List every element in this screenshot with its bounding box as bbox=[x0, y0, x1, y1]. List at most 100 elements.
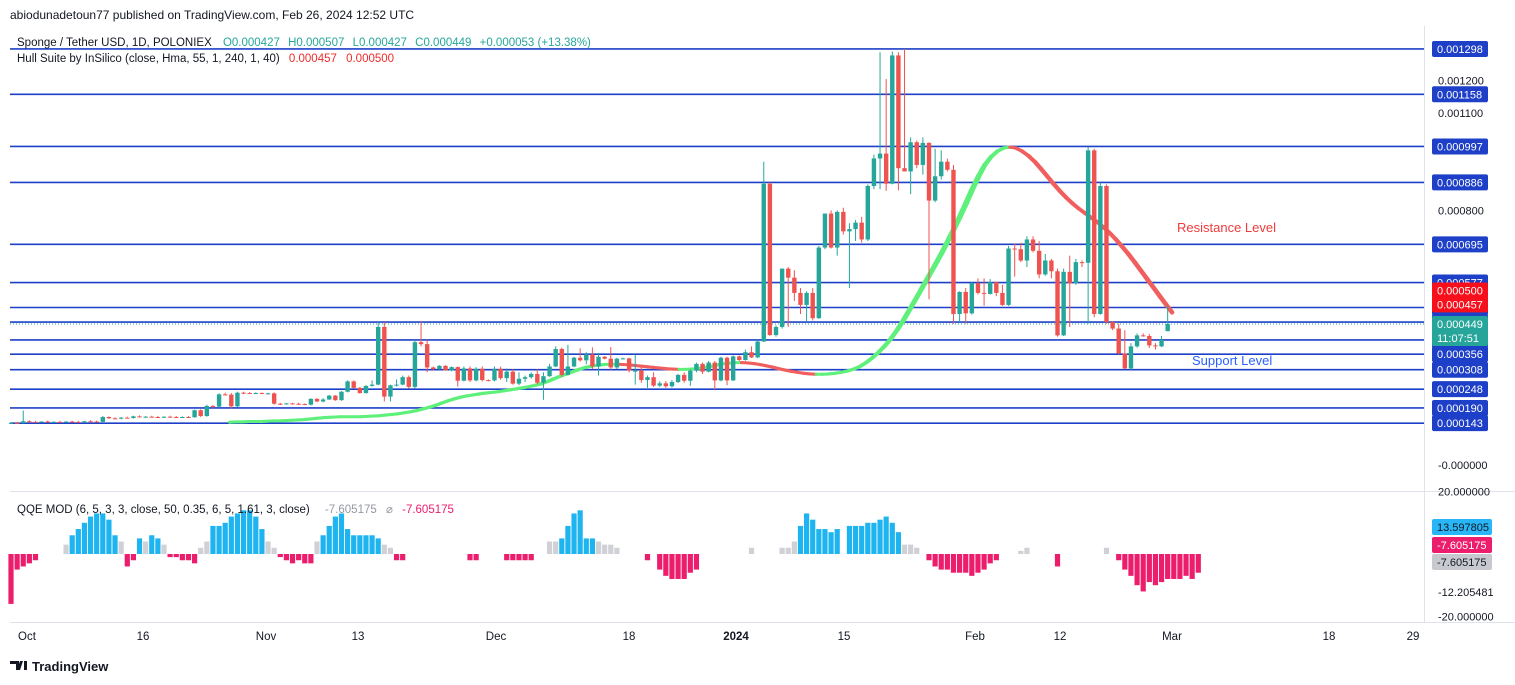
candle[interactable] bbox=[522, 375, 528, 383]
candle[interactable] bbox=[761, 161, 766, 343]
support-label[interactable]: Support Level bbox=[1192, 353, 1272, 368]
candle[interactable] bbox=[271, 392, 277, 405]
candle[interactable] bbox=[516, 372, 522, 386]
tradingview-logo[interactable]: TradingView bbox=[10, 659, 109, 674]
candle[interactable] bbox=[112, 417, 118, 420]
candle[interactable] bbox=[755, 339, 760, 359]
candle[interactable] bbox=[424, 339, 430, 373]
qqe-value-badge[interactable]: -7.605175 bbox=[1432, 554, 1492, 570]
candle[interactable] bbox=[1153, 343, 1158, 350]
candle[interactable] bbox=[118, 417, 124, 420]
candle[interactable] bbox=[914, 140, 919, 169]
candle[interactable] bbox=[657, 381, 662, 387]
candle[interactable] bbox=[70, 420, 75, 423]
candle[interactable] bbox=[596, 352, 601, 376]
candle[interactable] bbox=[443, 365, 448, 371]
candle[interactable] bbox=[877, 52, 883, 190]
candle[interactable] bbox=[565, 344, 571, 376]
candle[interactable] bbox=[798, 288, 803, 314]
candle[interactable] bbox=[296, 402, 301, 405]
candle[interactable] bbox=[816, 245, 822, 319]
candle[interactable] bbox=[1012, 243, 1017, 277]
candle[interactable] bbox=[1018, 242, 1023, 263]
legend-main[interactable]: Sponge / Tether USD, 1D, POLONIEX O0.000… bbox=[17, 37, 591, 49]
candle[interactable] bbox=[192, 409, 197, 418]
level-price-badge[interactable]: 0.001298 bbox=[1432, 40, 1488, 57]
candle[interactable] bbox=[529, 372, 534, 379]
candle[interactable] bbox=[492, 366, 497, 382]
level-price-badge[interactable]: 0.000143 bbox=[1432, 415, 1488, 432]
candle[interactable] bbox=[498, 366, 503, 380]
candle[interactable] bbox=[1134, 333, 1140, 348]
candle[interactable] bbox=[376, 322, 381, 386]
candle[interactable] bbox=[1092, 148, 1097, 318]
candle[interactable] bbox=[1165, 305, 1170, 332]
candle[interactable] bbox=[871, 154, 877, 190]
candle[interactable] bbox=[645, 375, 650, 388]
candle[interactable] bbox=[767, 182, 773, 336]
level-price-badge[interactable]: 0.000248 bbox=[1432, 381, 1488, 398]
candle[interactable] bbox=[945, 158, 950, 172]
candle[interactable] bbox=[724, 356, 730, 386]
candle[interactable] bbox=[369, 380, 375, 387]
candle[interactable] bbox=[1000, 284, 1005, 306]
candle[interactable] bbox=[994, 281, 999, 297]
candle[interactable] bbox=[57, 420, 63, 423]
candle[interactable] bbox=[486, 379, 491, 382]
candle[interactable] bbox=[896, 52, 901, 191]
candle[interactable] bbox=[394, 379, 399, 387]
candle[interactable] bbox=[1147, 334, 1152, 348]
candle[interactable] bbox=[688, 369, 693, 386]
candle[interactable] bbox=[706, 360, 711, 373]
candle[interactable] bbox=[700, 362, 705, 374]
candle[interactable] bbox=[651, 372, 656, 387]
candle[interactable] bbox=[382, 322, 387, 402]
candle[interactable] bbox=[131, 415, 136, 419]
level-price-badge[interactable]: 0.000356 bbox=[1432, 346, 1488, 363]
candle[interactable] bbox=[535, 369, 540, 385]
candle[interactable] bbox=[828, 210, 834, 249]
candle[interactable] bbox=[320, 398, 326, 403]
candle[interactable] bbox=[94, 420, 99, 423]
candle[interactable] bbox=[620, 357, 626, 360]
candle[interactable] bbox=[792, 270, 797, 302]
candle[interactable] bbox=[216, 393, 222, 408]
candle[interactable] bbox=[241, 391, 246, 395]
candle[interactable] bbox=[1061, 268, 1066, 337]
current-price-badge[interactable]: 0.000449 11:07:51 bbox=[1432, 316, 1488, 347]
candle[interactable] bbox=[351, 380, 356, 389]
candle[interactable] bbox=[149, 415, 154, 418]
candle[interactable] bbox=[333, 394, 338, 401]
candle[interactable] bbox=[198, 409, 203, 418]
level-price-badge[interactable]: 0.000190 bbox=[1432, 399, 1488, 416]
candle[interactable] bbox=[969, 282, 975, 315]
candle[interactable] bbox=[106, 416, 112, 419]
candle[interactable] bbox=[810, 288, 815, 321]
candle[interactable] bbox=[835, 210, 840, 256]
hull-price-badge[interactable]: 0.000457 bbox=[1432, 296, 1488, 313]
candle[interactable] bbox=[418, 321, 424, 347]
candle[interactable] bbox=[400, 375, 405, 386]
hull-price-badge[interactable]: 0.000500 bbox=[1432, 282, 1488, 299]
candle[interactable] bbox=[510, 369, 516, 385]
candle[interactable] bbox=[253, 392, 258, 395]
candle[interactable] bbox=[455, 366, 460, 387]
candle[interactable] bbox=[608, 347, 613, 370]
candle[interactable] bbox=[590, 347, 595, 370]
candle[interactable] bbox=[1104, 184, 1109, 324]
candle[interactable] bbox=[1036, 241, 1042, 279]
candle[interactable] bbox=[908, 137, 913, 195]
candle[interactable] bbox=[939, 150, 944, 180]
candle[interactable] bbox=[822, 213, 828, 250]
level-price-badge[interactable]: 0.001158 bbox=[1432, 86, 1488, 103]
candle[interactable] bbox=[902, 48, 907, 172]
candle[interactable] bbox=[626, 357, 632, 373]
candle[interactable] bbox=[682, 372, 687, 383]
candle[interactable] bbox=[186, 416, 191, 419]
candle[interactable] bbox=[571, 356, 577, 368]
candle[interactable] bbox=[890, 51, 895, 185]
candle[interactable] bbox=[669, 380, 675, 388]
candle[interactable] bbox=[63, 421, 69, 423]
candle[interactable] bbox=[290, 402, 295, 405]
